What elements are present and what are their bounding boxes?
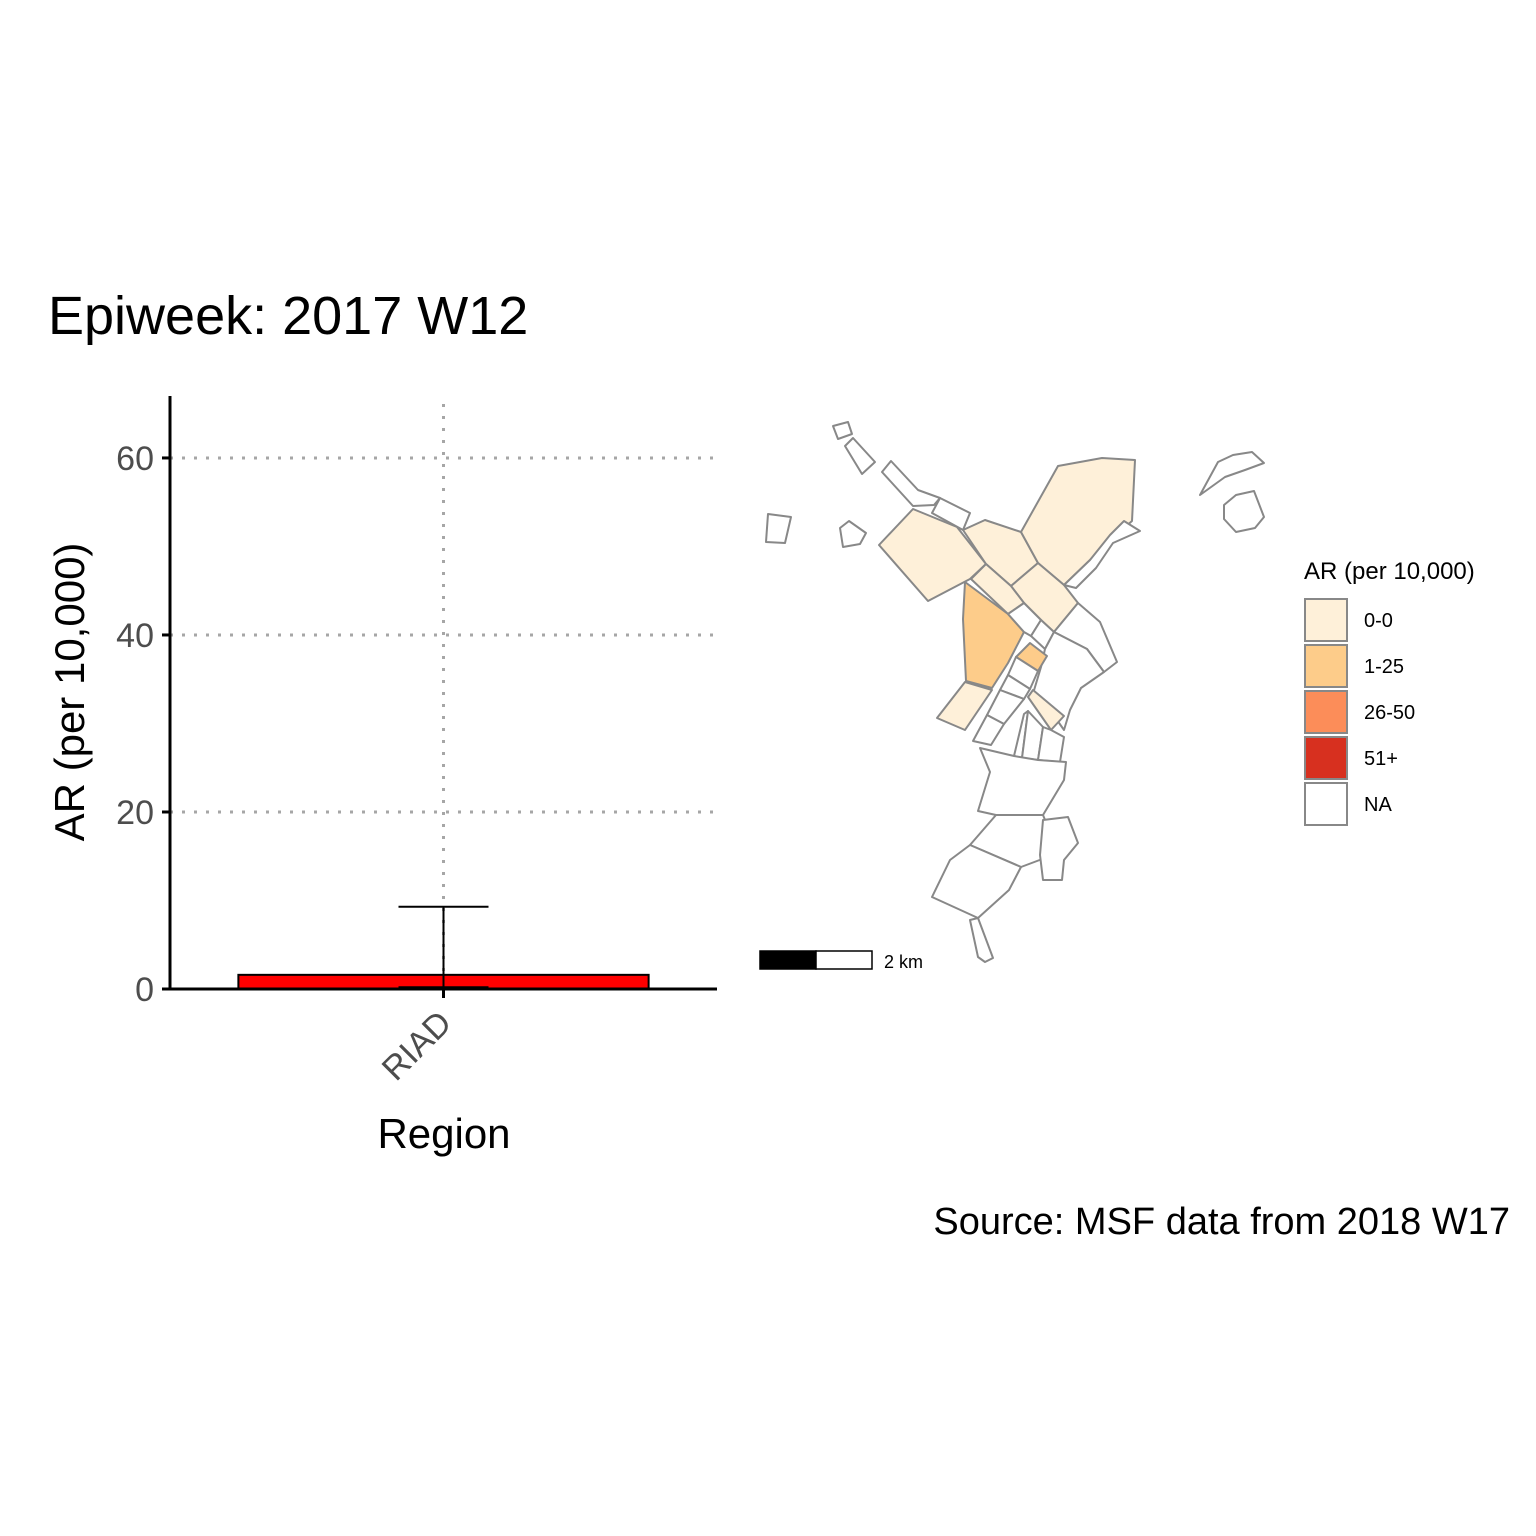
legend-key [1304,782,1348,826]
scale-bar-segment-black [759,950,817,970]
map-region [969,917,994,963]
map-region [1063,520,1141,589]
x-axis-title: Region [377,1110,510,1157]
legend-label: NA [1364,794,1392,816]
x-tick-label: RIAD [375,1004,459,1088]
legend-title: AR (per 10,000) [1304,558,1475,585]
choropleth-map [765,421,1265,963]
scale-bar-label: 2 km [884,952,923,972]
map-legend: AR (per 10,000) 0-0 1-25 26-50 51+ NA [1304,558,1475,826]
legend-label: 1-25 [1364,656,1404,678]
plot-title: Epiweek: 2017 W12 [48,286,528,346]
y-tick-label: 60 [116,440,154,478]
map-region [1223,490,1265,533]
legend-key [1304,644,1348,688]
legend-key [1304,598,1348,642]
gridlines [170,404,717,989]
y-tick-label: 0 [135,971,154,1009]
map-region [839,520,867,548]
legend-key [1304,736,1348,780]
bar-chart: 0 20 40 60 RIAD AR (per 10,000) Region [46,396,717,1157]
map-region [1039,816,1079,881]
map-region [936,681,993,731]
y-axis-ticks: 0 20 40 60 [116,440,170,1009]
plot-caption: Source: MSF data from 2018 W17 [933,1201,1510,1243]
map-region [881,460,941,507]
map-region [1027,689,1065,731]
map-region [1199,451,1265,496]
legend-label: 51+ [1364,748,1398,770]
error-bars [398,905,489,989]
legend-key [1304,690,1348,734]
map-region [844,437,876,475]
y-tick-label: 20 [116,794,154,832]
legend-label: 0-0 [1364,610,1393,632]
legend-label: 26-50 [1364,702,1415,724]
map-region [1037,726,1065,763]
x-axis-ticks: RIAD [375,989,459,1088]
map-region [977,747,1067,816]
legend-items: 0-0 1-25 26-50 51+ NA [1304,598,1415,826]
y-tick-label: 40 [116,617,154,655]
scale-bar: 2 km [759,950,923,972]
map-region [832,421,853,440]
y-axis-title: AR (per 10,000) [46,543,93,842]
map-region [972,714,1005,746]
scale-bar-segment-white [815,950,873,970]
map-region [765,513,792,544]
